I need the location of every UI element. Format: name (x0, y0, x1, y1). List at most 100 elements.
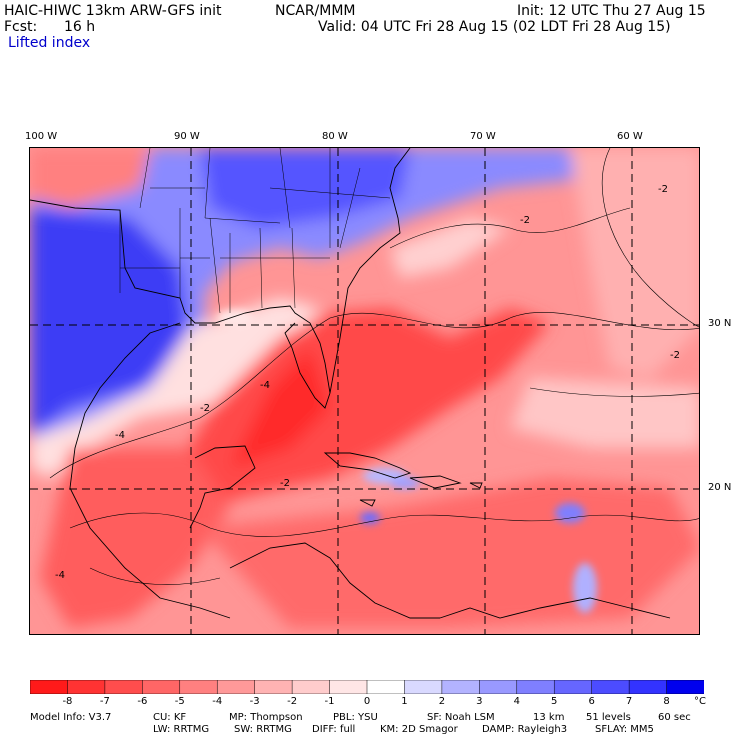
colorbar-unit: °C (694, 696, 706, 707)
footer-sflay: SFLAY: MM5 (595, 724, 654, 735)
contour-label: -4 (55, 570, 65, 581)
puerto-rico-outline (469, 482, 483, 489)
footer-damp: DAMP: Rayleigh3 (482, 724, 568, 735)
colorbar-swatch (142, 680, 181, 694)
colorbar-swatch (216, 680, 256, 694)
texas-mexico-coast (69, 322, 181, 489)
us-east-coast (329, 148, 411, 394)
colorbar-swatch (179, 680, 218, 694)
contour-label: -4 (115, 430, 125, 441)
colorbar-swatch (104, 680, 144, 694)
colorbar-swatch (591, 680, 630, 694)
colorbar-tick-label: -1 (324, 696, 335, 707)
venezuela-blue-patch (573, 563, 597, 613)
footer-km: KM: 2D Smagor (380, 724, 458, 735)
colorbar-swatch (553, 680, 593, 694)
cuba-outline (323, 452, 412, 479)
contour-label: -2 (658, 184, 668, 195)
field-name: Lifted index (8, 35, 91, 51)
state-borders (119, 148, 391, 314)
footer-sw: SW: RRTMG (234, 724, 292, 735)
colorbar-swatch (67, 680, 106, 694)
footer-pbl: PBL: YSU (333, 712, 378, 723)
colorbar-tick-label: 3 (476, 696, 483, 707)
lifted-index-map: -2 -2 -2 -2 -4 -4 -2 -4 (29, 147, 700, 635)
jamaica-blue-patch (360, 512, 380, 524)
lat-label-30n: 30 N (708, 318, 732, 329)
footer-levels: 51 levels (586, 712, 631, 723)
jamaica-outline (359, 499, 376, 507)
graticule (30, 148, 699, 634)
south-america-coast (439, 597, 671, 619)
model-title: HAIC-HIWC 13km ARW-GFS init (4, 3, 222, 19)
contour-label: -4 (260, 380, 270, 391)
yucatan-coast (189, 445, 256, 529)
contour-label: -2 (520, 215, 530, 226)
colorbar-tick-label: 1 (401, 696, 408, 707)
red-northwest-patch (30, 148, 150, 208)
deepest-red-core (230, 348, 330, 468)
colorbar-swatch (479, 680, 518, 694)
fcst-value: 16 h (64, 19, 96, 35)
footer-cu: CU: KF (153, 712, 187, 723)
colorbar-tick-label: -7 (99, 696, 110, 707)
footer-timestep: 60 sec (658, 712, 691, 723)
colorbar-tick-label: 6 (588, 696, 595, 707)
footer-sf: SF: Noah LSM (427, 712, 495, 723)
colorbar-tick-label: -3 (249, 696, 260, 707)
mid-atlantic-light-band (510, 378, 699, 448)
colorbar-tick-label: 2 (438, 696, 446, 707)
colorbar-tick-label: 4 (513, 696, 520, 707)
footer-model-info: Model Info: V3.7 (30, 712, 112, 723)
colorbar-tick-label: -2 (287, 696, 298, 707)
colorbar-tick-label: 8 (663, 696, 670, 707)
colorbar-tick-label: 0 (363, 696, 371, 707)
lon-label-60w: 60 W (617, 131, 643, 142)
fcst-label: Fcst: (4, 19, 38, 35)
light-coastal-patch (217, 310, 253, 326)
colorbar-swatch (516, 680, 555, 694)
footer-diff: DIFF: full (312, 724, 356, 735)
colorbar-tick-label: -6 (137, 696, 148, 707)
lon-label-80w: 80 W (322, 131, 348, 142)
contour-label: -2 (200, 403, 210, 414)
colorbar-swatch (366, 680, 406, 694)
colorbar-swatch (628, 680, 668, 694)
central-america-coast (229, 542, 440, 619)
colorbar-tick-label: 7 (625, 696, 633, 707)
deep-blue-region (30, 208, 190, 438)
colorbar-swatch (291, 680, 331, 694)
colorbar-swatch (254, 680, 293, 694)
valid-time: Valid: 04 UTC Fri 28 Aug 15 (02 LDT Fri … (318, 19, 671, 35)
gulf-red-region (40, 448, 230, 628)
deep-red-core (170, 308, 550, 508)
colorbar-swatch (404, 680, 443, 694)
blue-appalachian-region (200, 148, 410, 228)
center-name: NCAR/MMM (275, 3, 356, 19)
windward-blue-patch (555, 503, 585, 523)
light-transition-zone (30, 298, 320, 478)
footer-resolution: 13 km (533, 712, 565, 723)
lat-label-20n: 20 N (708, 482, 732, 493)
colorbar-swatch (666, 680, 704, 694)
colorbar-tick-label: -4 (212, 696, 223, 707)
lon-label-90w: 90 W (174, 131, 200, 142)
footer-lw: LW: RRTMG (153, 724, 210, 735)
colorbar-tick-label: -5 (174, 696, 185, 707)
light-atlantic-patch (390, 218, 510, 278)
init-time: Init: 12 UTC Thu 27 Aug 15 (517, 3, 706, 19)
east-atlantic-light (570, 148, 699, 378)
lon-label-100w: 100 W (25, 131, 58, 142)
colorbar-tick-label: -8 (62, 696, 73, 707)
hispaniola-outline (409, 475, 462, 489)
colorbar-swatch (329, 680, 368, 694)
colorbar-swatch (441, 680, 481, 694)
colorbar-tick-label: 5 (551, 696, 558, 707)
contour-label: -2 (280, 478, 290, 489)
hispaniola-blue-patch (390, 477, 420, 489)
footer-mp: MP: Thompson (229, 712, 303, 723)
contour-label: -2 (670, 350, 680, 361)
lon-label-70w: 70 W (470, 131, 496, 142)
colorbar-swatch (30, 680, 69, 694)
us-gulf-coast (30, 199, 331, 409)
